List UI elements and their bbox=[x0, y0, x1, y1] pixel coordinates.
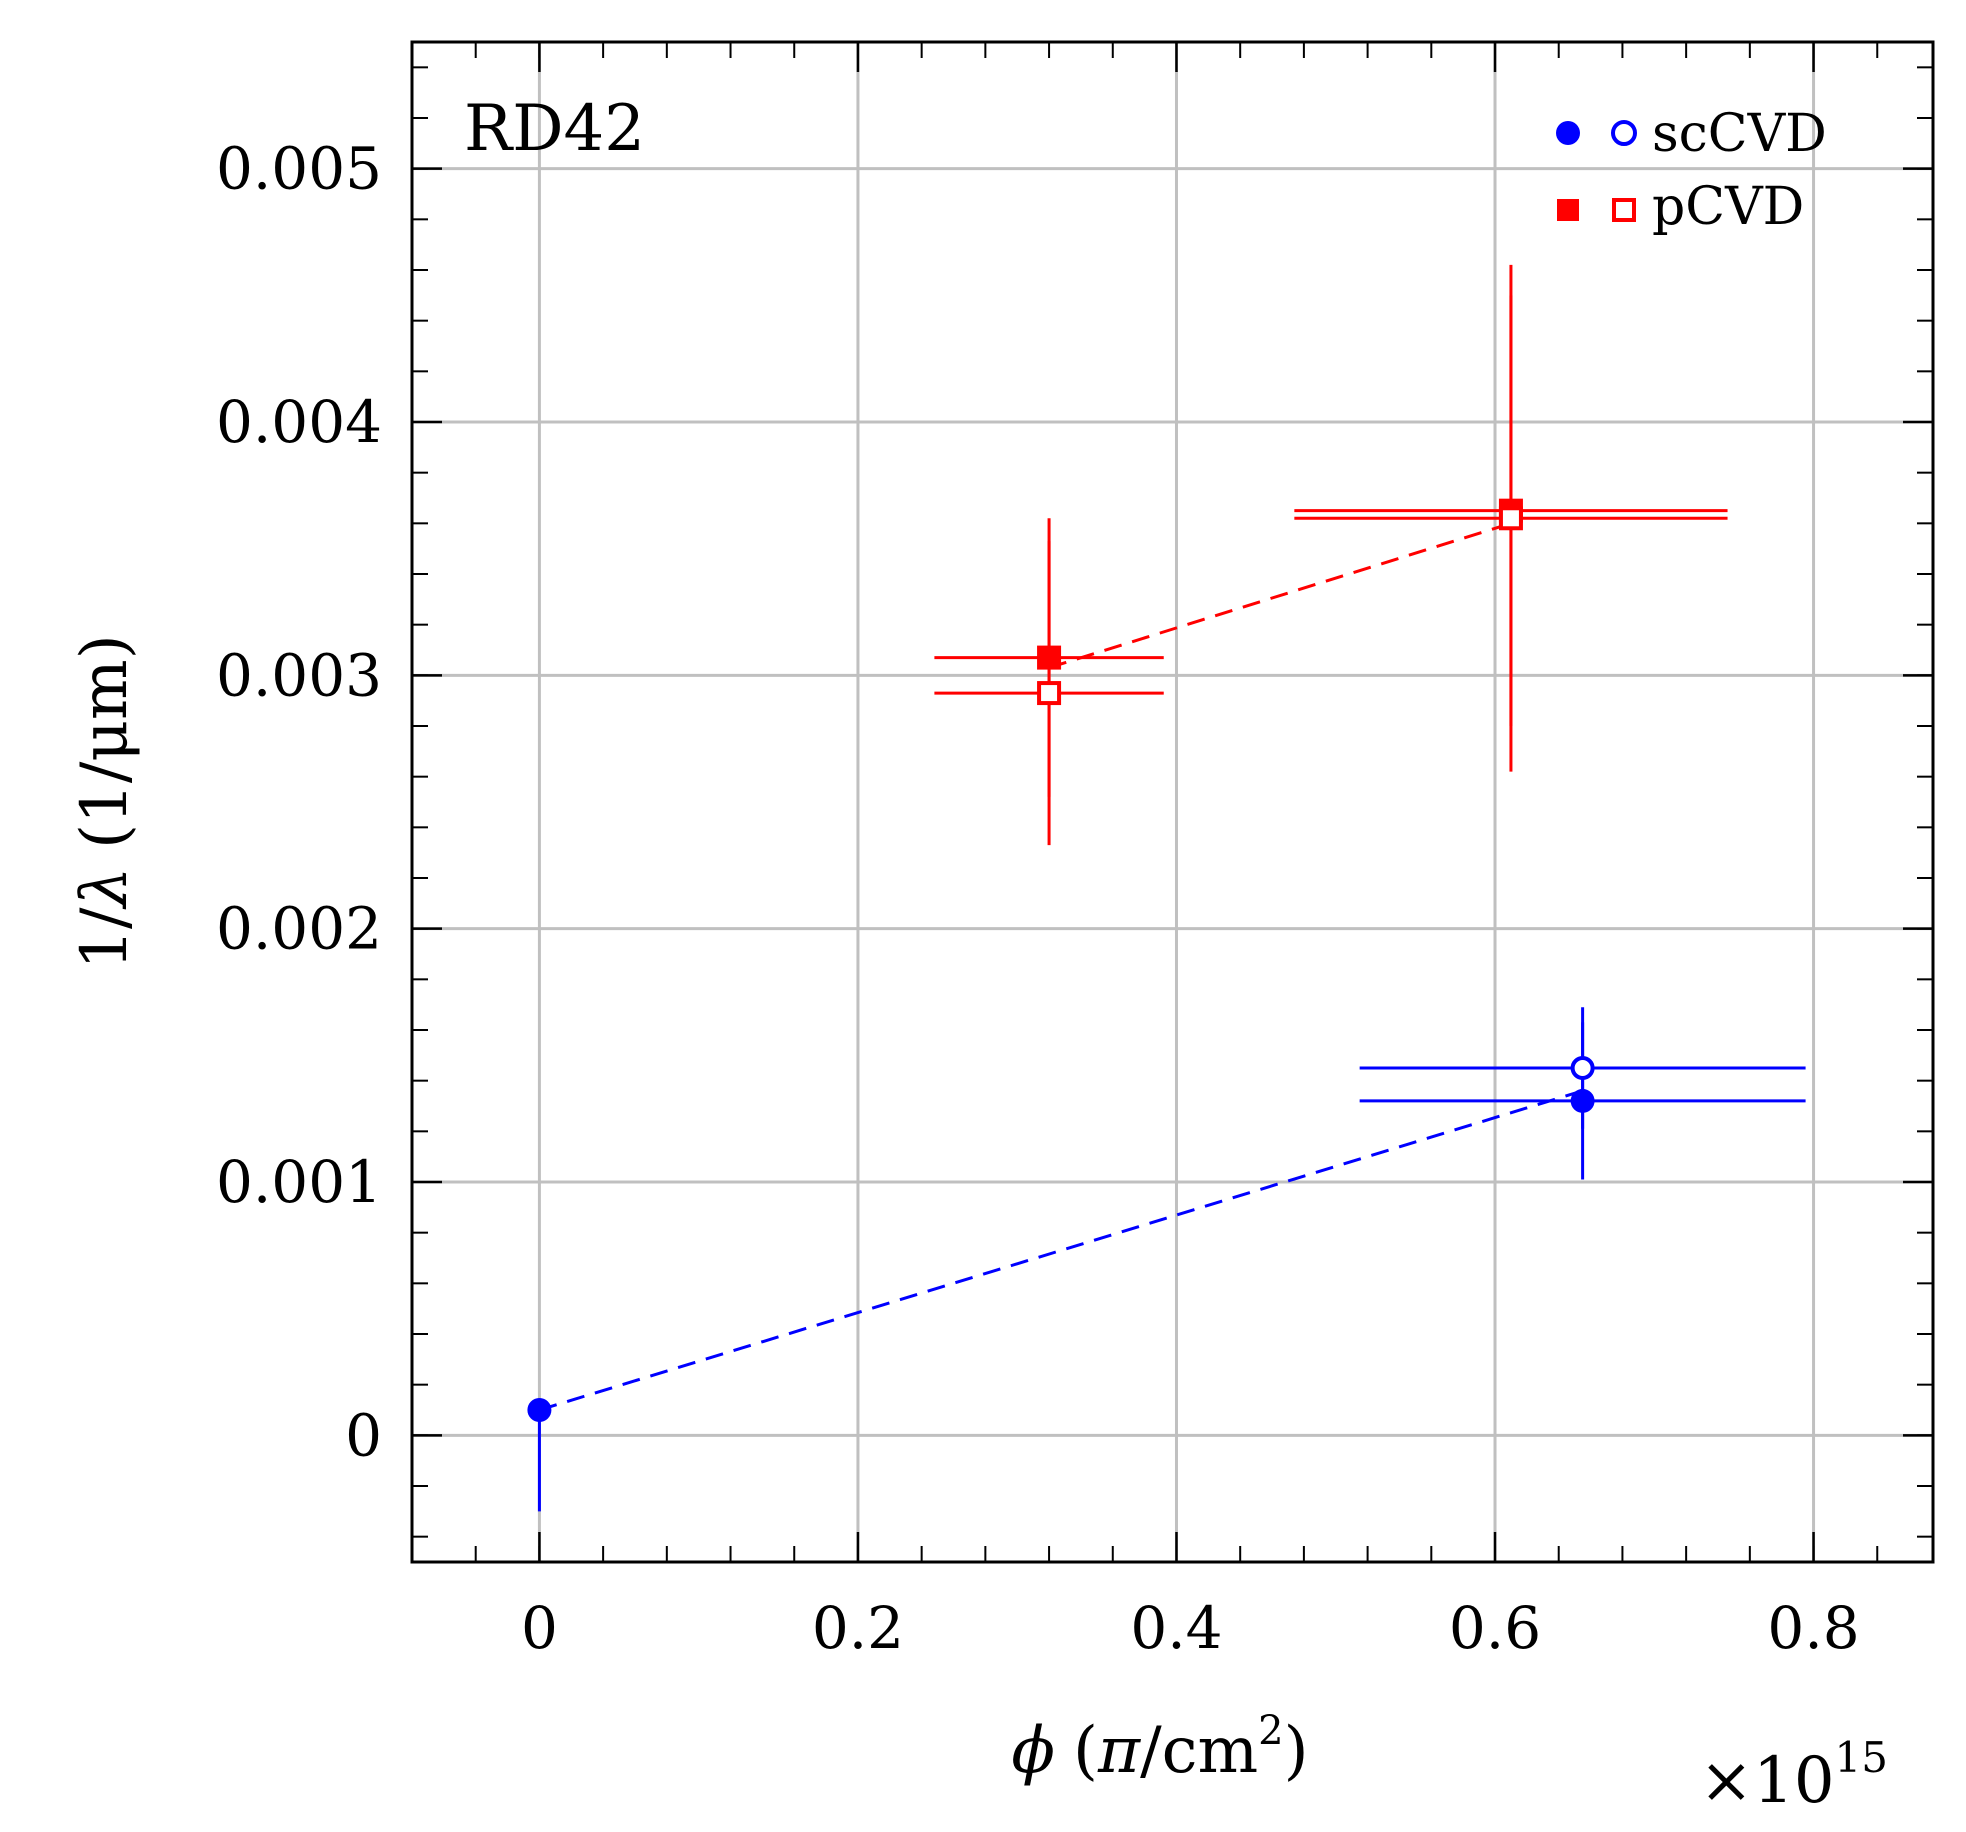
data-point-s0-p0 bbox=[527, 1398, 552, 1422]
legend-pcvd-label: pCVD bbox=[1652, 177, 1804, 237]
data-markers bbox=[527, 498, 1595, 1422]
x-tick-label-2: 0.4 bbox=[1130, 1594, 1222, 1662]
x-multiplier-base: 10 bbox=[1753, 1744, 1834, 1818]
data-point-s0-p1 bbox=[1570, 1088, 1595, 1113]
y-tick-label-5: 0.005 bbox=[216, 135, 382, 203]
y-tick-labels: 0 0.001 0.002 0.003 0.004 0.005 bbox=[216, 135, 382, 1470]
data-point-s1-p1 bbox=[1037, 681, 1062, 706]
x-axis-open-paren: ( bbox=[1073, 1714, 1098, 1788]
x-axis-exponent: 2 bbox=[1258, 1708, 1283, 1754]
x-tick-label-1: 0.2 bbox=[812, 1594, 904, 1662]
y-tick-label-4: 0.004 bbox=[216, 388, 382, 456]
legend-sccvd-filled-icon bbox=[1556, 121, 1580, 145]
legend: scCVD pCVD bbox=[1556, 104, 1827, 237]
x-axis-slash: / bbox=[1140, 1714, 1162, 1788]
grid bbox=[412, 42, 1933, 1562]
rd42-annotation: RD42 bbox=[464, 92, 645, 166]
legend-sccvd-open-icon bbox=[1611, 120, 1637, 146]
y-tick-label-0: 0 bbox=[345, 1401, 382, 1469]
x-axis-label: ϕ (π/cm2) bbox=[1011, 1708, 1308, 1788]
y-tick-label-2: 0.002 bbox=[216, 895, 382, 963]
x-tick-label-3: 0.6 bbox=[1449, 1594, 1541, 1662]
x-tick-labels: 0 0.2 0.4 0.6 0.8 bbox=[521, 1594, 1860, 1662]
y-axis-prefix: 1/ bbox=[68, 907, 142, 970]
data-point-s1-p3 bbox=[1498, 506, 1523, 531]
plot-frame bbox=[410, 40, 1935, 1564]
x-tick-label-4: 0.8 bbox=[1767, 1594, 1859, 1662]
y-tick-label-3: 0.003 bbox=[216, 641, 382, 709]
y-axis-unit: (1/μm) bbox=[68, 634, 142, 849]
y-axis-label: 1/λ (1/μm) bbox=[68, 634, 142, 969]
x-tick-label-0: 0 bbox=[521, 1594, 558, 1662]
x-axis-numerator: π bbox=[1097, 1714, 1141, 1788]
fit-line-series-1 bbox=[1048, 521, 1512, 670]
major-ticks bbox=[412, 42, 1933, 1562]
y-tick-label-1: 0.001 bbox=[216, 1148, 382, 1216]
fit-line-series-0 bbox=[538, 1089, 1584, 1412]
x-axis-close-paren: ) bbox=[1284, 1714, 1309, 1788]
x-axis-symbol: ϕ bbox=[1011, 1714, 1055, 1788]
y-axis-symbol: λ bbox=[68, 867, 142, 911]
fit-lines bbox=[538, 521, 1584, 1412]
legend-pcvd-filled-icon bbox=[1557, 199, 1579, 221]
x-multiplier-times: × bbox=[1699, 1744, 1753, 1818]
data-point-s1-p0 bbox=[1037, 645, 1062, 670]
x-axis-multiplier: ×1015 bbox=[1699, 1733, 1888, 1818]
legend-pcvd-open-icon bbox=[1612, 198, 1636, 222]
data-point-s0-p2 bbox=[1570, 1056, 1595, 1080]
x-axis-unit: cm bbox=[1162, 1714, 1259, 1788]
x-multiplier-exponent: 15 bbox=[1835, 1733, 1888, 1782]
legend-sccvd-label: scCVD bbox=[1652, 104, 1827, 164]
